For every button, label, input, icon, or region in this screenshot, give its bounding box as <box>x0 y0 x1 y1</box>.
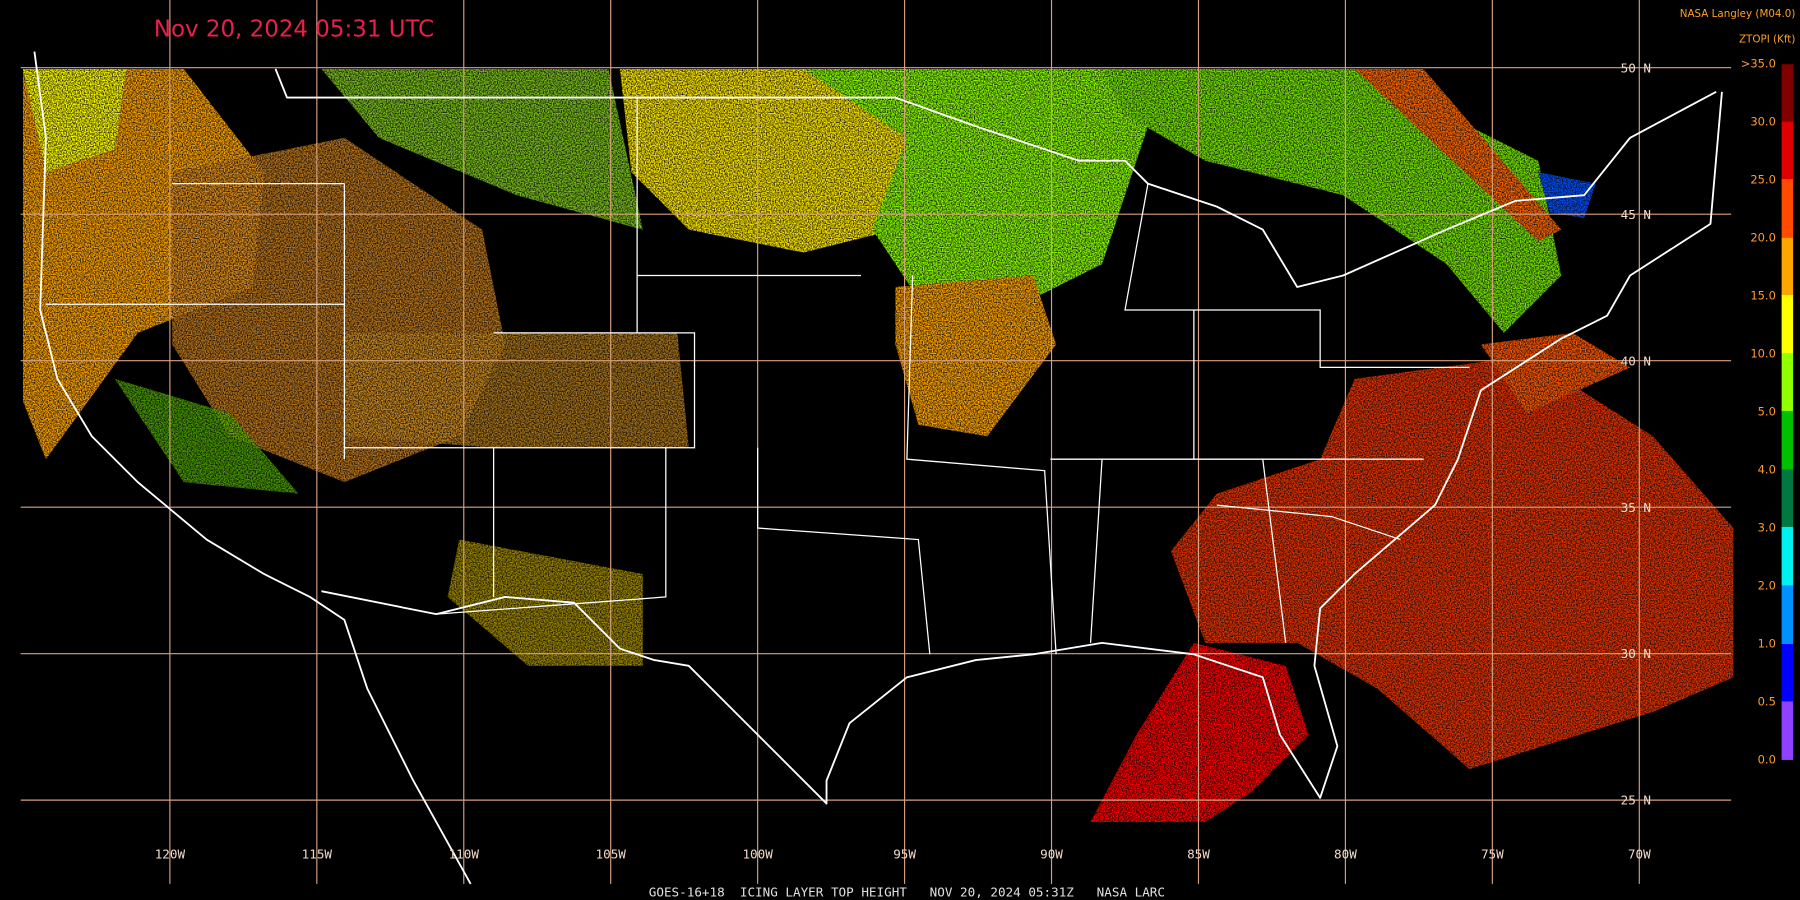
legend-label: 20.0 <box>1750 231 1776 245</box>
boundaries <box>33 51 1723 885</box>
footer: GOES-16+18 ICING LAYER TOP HEIGHT NOV 20… <box>649 885 1165 900</box>
legend-label: 3.0 <box>1758 521 1776 535</box>
legend-label: 15.0 <box>1750 289 1776 303</box>
longitude-label: 80W <box>1334 847 1357 862</box>
cloud-layer <box>22 68 1734 822</box>
longitude-label: 115W <box>302 847 333 862</box>
latitude-label: 35 N <box>1621 500 1651 515</box>
longitude-label: 70W <box>1628 847 1651 862</box>
latitude-label: 50 N <box>1621 60 1651 75</box>
legend-label: >35.0 <box>1741 57 1776 71</box>
legend-label: 5.0 <box>1758 405 1776 419</box>
latitude-label: 30 N <box>1621 646 1651 661</box>
longitude-label: 95W <box>893 847 916 862</box>
longitude-label: 75W <box>1481 847 1504 862</box>
colorbar <box>1781 64 1794 760</box>
legend-label: 2.0 <box>1758 578 1776 592</box>
longitude-label: 105W <box>596 847 627 862</box>
longitude-label: 120W <box>155 847 186 862</box>
legend-label: 30.0 <box>1750 115 1776 129</box>
latitude-label: 40 N <box>1621 353 1651 368</box>
source-label: NASA Langley (M04.0) <box>1680 8 1796 20</box>
legend-label: 25.0 <box>1750 173 1776 187</box>
legend-label: 0.5 <box>1758 694 1776 708</box>
legend-label: 1.0 <box>1758 636 1776 650</box>
legend-label: 0.0 <box>1758 752 1776 766</box>
legend-label: 4.0 <box>1758 463 1776 477</box>
timestamp: Nov 20, 2024 05:31 UTC <box>154 17 434 43</box>
graticule <box>20 0 1732 884</box>
longitude-label: 110W <box>449 847 480 862</box>
longitude-label: 100W <box>742 847 773 862</box>
units-label: ZTOPI (Kft) <box>1739 33 1795 45</box>
longitude-label: 90W <box>1040 847 1063 862</box>
legend-label: 10.0 <box>1750 347 1776 361</box>
latitude-label: 25 N <box>1621 793 1651 808</box>
latitude-label: 45 N <box>1621 207 1651 222</box>
longitude-label: 85W <box>1187 847 1210 862</box>
